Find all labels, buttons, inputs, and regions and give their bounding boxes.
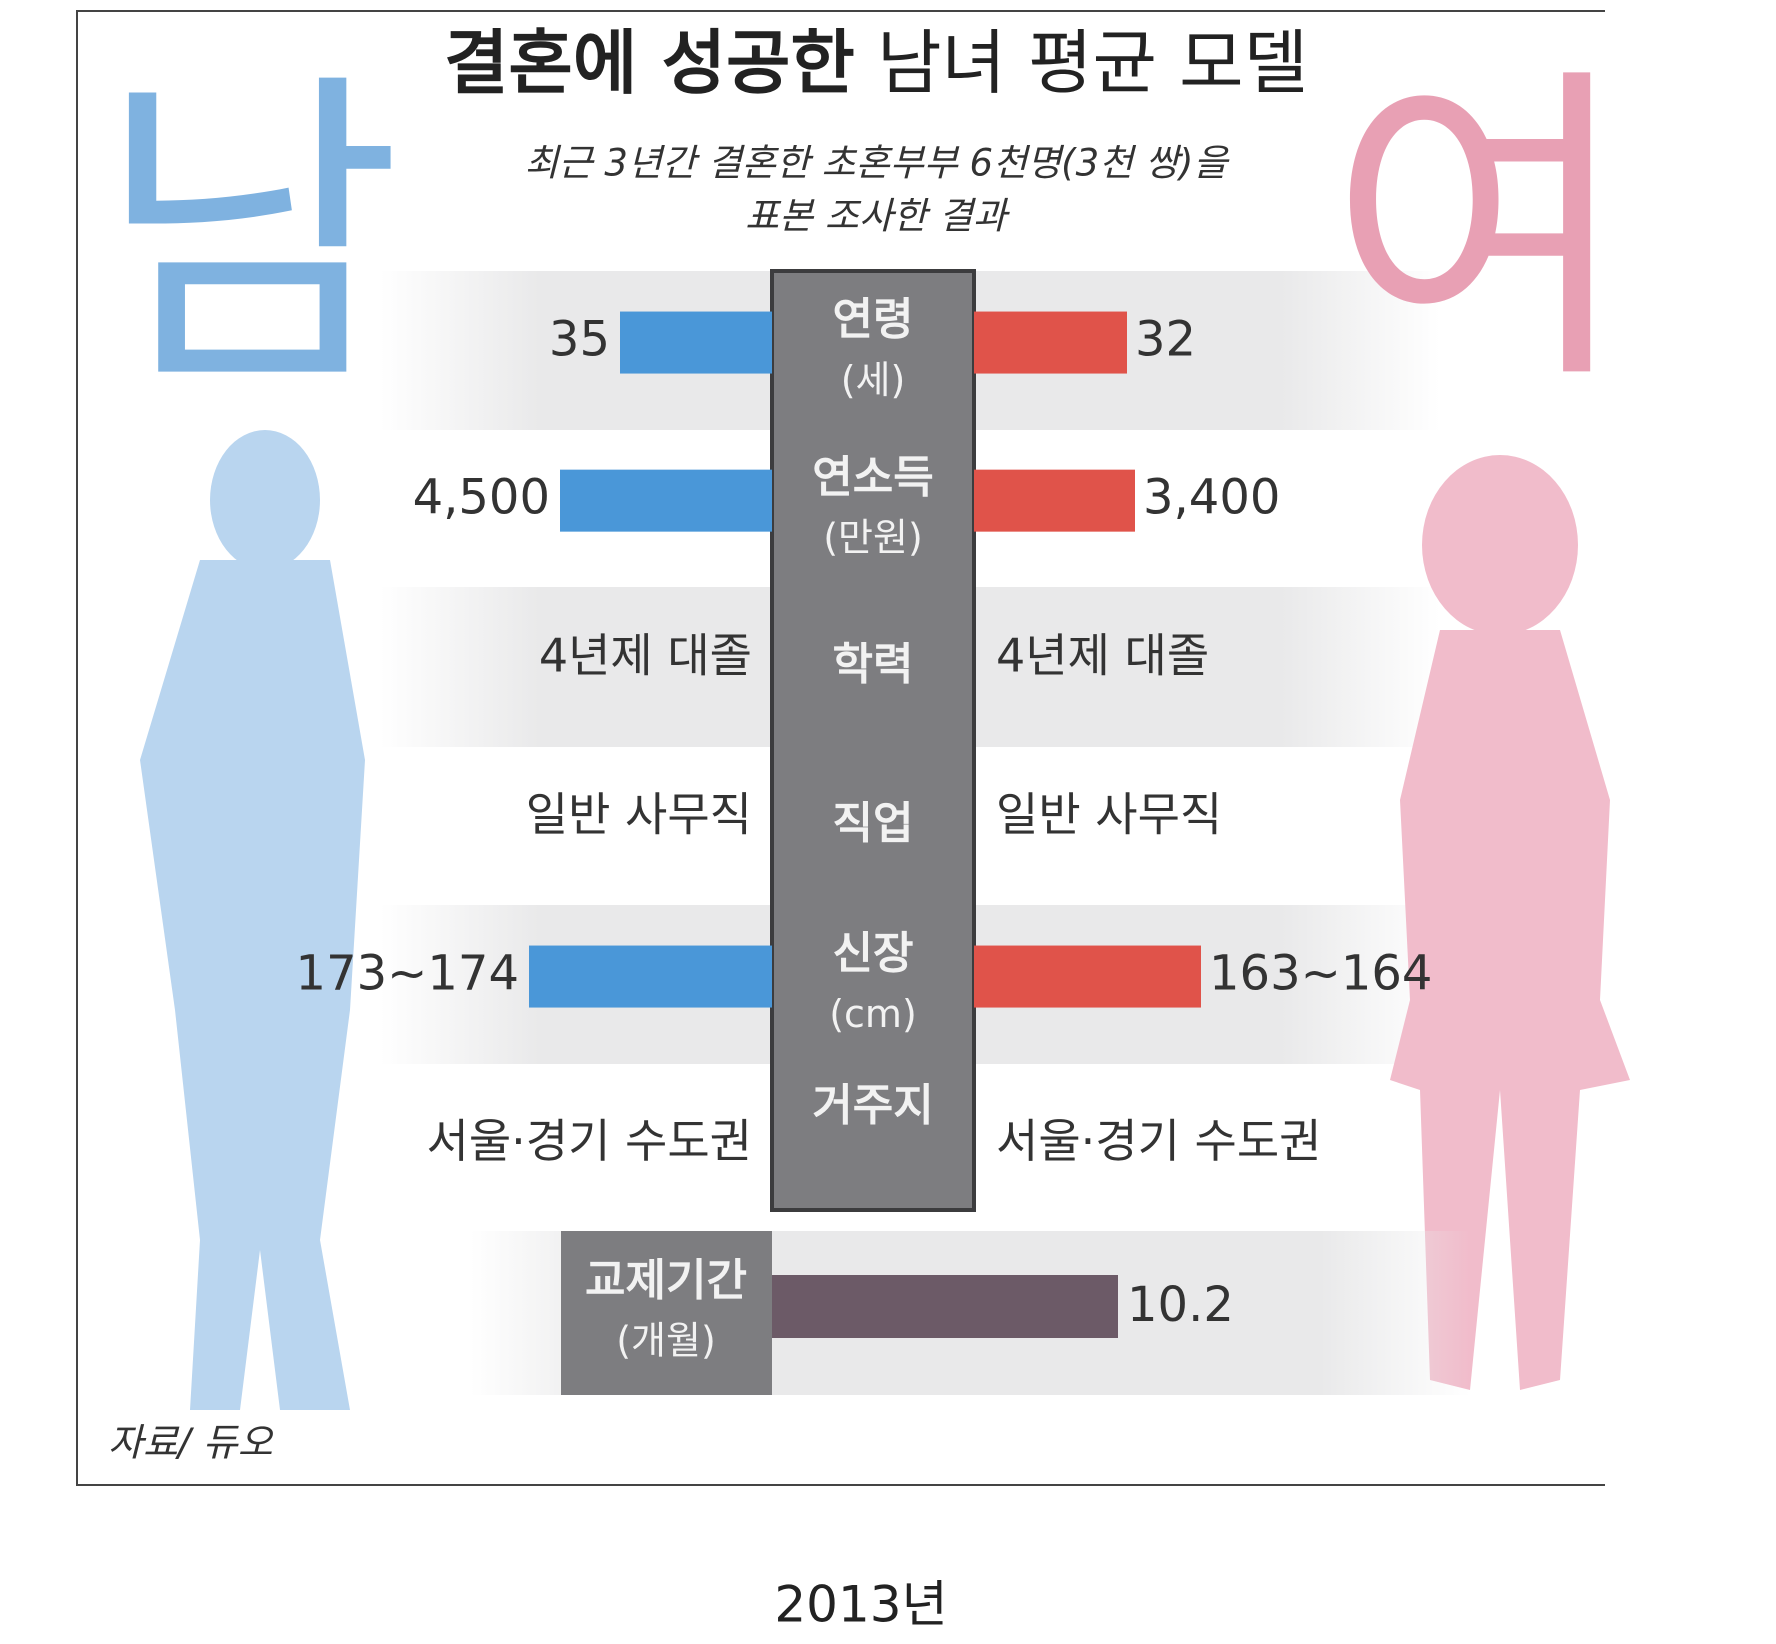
female-letter: 여 bbox=[1328, 39, 1632, 423]
male-value: 4,500 bbox=[413, 470, 550, 526]
male-bar bbox=[620, 311, 772, 374]
title-rest: 남녀 평균 모델 bbox=[877, 22, 1308, 104]
female-value: 3,400 bbox=[1143, 470, 1280, 526]
male-letter: 남 bbox=[98, 44, 402, 428]
subtitle: 표본 조사한 결과 bbox=[745, 195, 1010, 238]
female-value: 서울·경기 수도권 bbox=[996, 1114, 1321, 1168]
subtitle: 최근 3년간 결혼한 초혼부부 6천명(3천 쌍)을 bbox=[525, 142, 1231, 185]
female-value: 163~164 bbox=[1209, 946, 1432, 1002]
male-bar bbox=[529, 945, 772, 1008]
female-bar bbox=[974, 469, 1135, 532]
male-value: 서울·경기 수도권 bbox=[427, 1114, 752, 1168]
dating-label-box bbox=[561, 1231, 772, 1395]
row-unit: (cm) bbox=[829, 992, 917, 1036]
dating-value: 10.2 bbox=[1127, 1277, 1234, 1333]
male-value: 173~174 bbox=[296, 946, 519, 1002]
caption: 2013년 bbox=[774, 1576, 947, 1634]
row-label: 연령 bbox=[833, 294, 914, 345]
rows: 연령 (세) 35 32 연소득 (만원) 4,500 3,400 학력 4년제 대졸 4년제 대졸… bbox=[296, 294, 1433, 1168]
female-value: 32 bbox=[1135, 312, 1196, 368]
row-label: 학력 bbox=[833, 639, 914, 690]
title-bold: 결혼에 성공한 bbox=[444, 22, 855, 104]
female-bar bbox=[974, 311, 1127, 374]
row-label: 거주지 bbox=[812, 1080, 933, 1131]
male-bar bbox=[560, 469, 772, 532]
row-unit: (세) bbox=[841, 358, 906, 402]
male-value: 4년제 대졸 bbox=[539, 629, 752, 683]
category-column bbox=[770, 269, 976, 1212]
male-value: 35 bbox=[549, 312, 610, 368]
dating-label: 교제기간 bbox=[585, 1255, 747, 1306]
source: 자료/ 듀오 bbox=[108, 1421, 275, 1465]
dating-bar bbox=[772, 1275, 1118, 1338]
female-silhouette bbox=[1390, 455, 1630, 1390]
male-silhouette bbox=[140, 430, 365, 1410]
male-value: 일반 사무직 bbox=[526, 788, 752, 842]
row-unit: (만원) bbox=[823, 515, 923, 559]
female-bar bbox=[974, 945, 1201, 1008]
female-value: 일반 사무직 bbox=[996, 788, 1222, 842]
row-label: 신장 bbox=[833, 928, 914, 979]
title: 결혼에 성공한 남녀 평균 모델 bbox=[444, 22, 1308, 104]
female-value: 4년제 대졸 bbox=[996, 629, 1209, 683]
dating-unit: (개월) bbox=[616, 1319, 716, 1363]
row-label: 연소득 bbox=[812, 452, 933, 503]
row-label: 직업 bbox=[833, 798, 914, 849]
frame bbox=[76, 10, 1605, 1486]
